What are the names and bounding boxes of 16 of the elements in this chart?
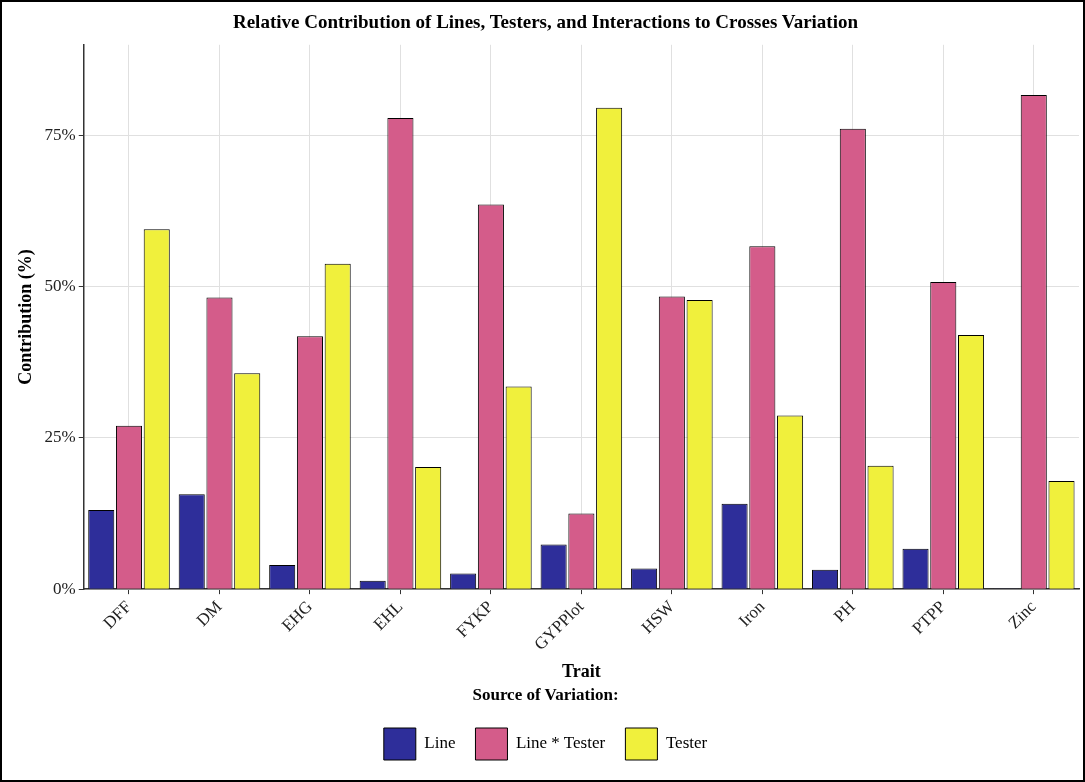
legend-label: Line (424, 733, 456, 753)
x-tick-label: PH (829, 596, 859, 626)
x-axis-title: Trait (562, 661, 601, 682)
y-axis-title: Contribution (%) (15, 249, 37, 385)
x-tick-label: EHL (369, 596, 407, 634)
x-tick-label: DM (192, 596, 226, 630)
y-tick-label: 0% (53, 578, 76, 598)
x-tick-label: Iron (734, 596, 769, 631)
y-tick-label: 50% (44, 276, 76, 296)
legend-title: Source of Variation: (472, 685, 619, 705)
chart-title: Relative Contribution of Lines, Testers, and Interactions to Crosses Variation (232, 11, 859, 33)
y-tick-label: 75% (44, 124, 76, 144)
x-tick-label: Zinc (1004, 596, 1041, 633)
legend-label: Tester (665, 733, 708, 753)
y-tick-label: 25% (44, 427, 76, 447)
legend-label: Line * Tester (515, 733, 606, 753)
